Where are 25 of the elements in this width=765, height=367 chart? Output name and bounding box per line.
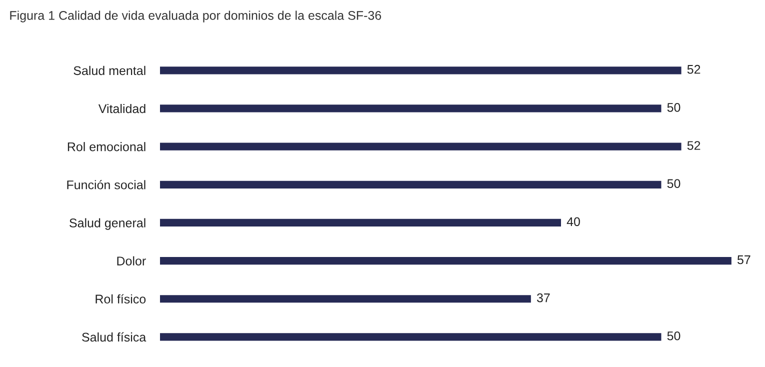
y-tick-label: Rol emocional bbox=[68, 142, 146, 152]
chart-title: Figura 1 Calidad de vida evaluada por dominios de la escala SF-36 bbox=[10, 10, 382, 22]
y-tick-label: Rol físico bbox=[96, 294, 146, 304]
data-label: 57 bbox=[737, 255, 750, 264]
bar bbox=[160, 180, 662, 188]
bar bbox=[160, 256, 732, 265]
y-tick-label: Vitalidad bbox=[98, 104, 146, 114]
bar bbox=[160, 104, 662, 112]
y-tick-label: Dolor bbox=[117, 256, 146, 266]
data-label: 40 bbox=[566, 217, 580, 226]
data-label: 52 bbox=[687, 141, 700, 150]
bar bbox=[160, 218, 562, 227]
bar bbox=[160, 142, 682, 150]
data-label: 50 bbox=[667, 179, 680, 188]
y-tick-label: Salud física bbox=[82, 332, 146, 342]
data-label: 50 bbox=[667, 103, 680, 112]
data-label: 37 bbox=[536, 293, 550, 302]
data-label: 52 bbox=[687, 64, 700, 74]
bar bbox=[160, 295, 531, 303]
bar bbox=[160, 333, 662, 341]
bar bbox=[160, 66, 682, 74]
data-label: 50 bbox=[667, 331, 680, 340]
y-tick-label: Salud general bbox=[70, 218, 146, 230]
y-tick-label: Salud mental bbox=[74, 66, 146, 76]
y-tick-label: Función social bbox=[67, 180, 146, 190]
